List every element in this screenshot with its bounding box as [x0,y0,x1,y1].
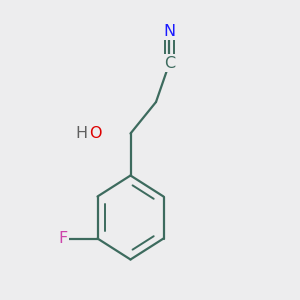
Text: N: N [164,24,175,39]
Text: H: H [75,126,87,141]
Text: C: C [164,56,175,70]
Text: O: O [89,126,102,141]
Text: F: F [58,231,68,246]
